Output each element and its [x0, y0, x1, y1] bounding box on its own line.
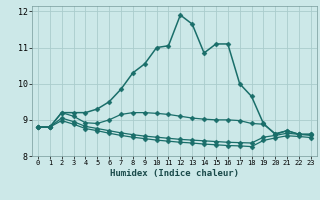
X-axis label: Humidex (Indice chaleur): Humidex (Indice chaleur) — [110, 169, 239, 178]
